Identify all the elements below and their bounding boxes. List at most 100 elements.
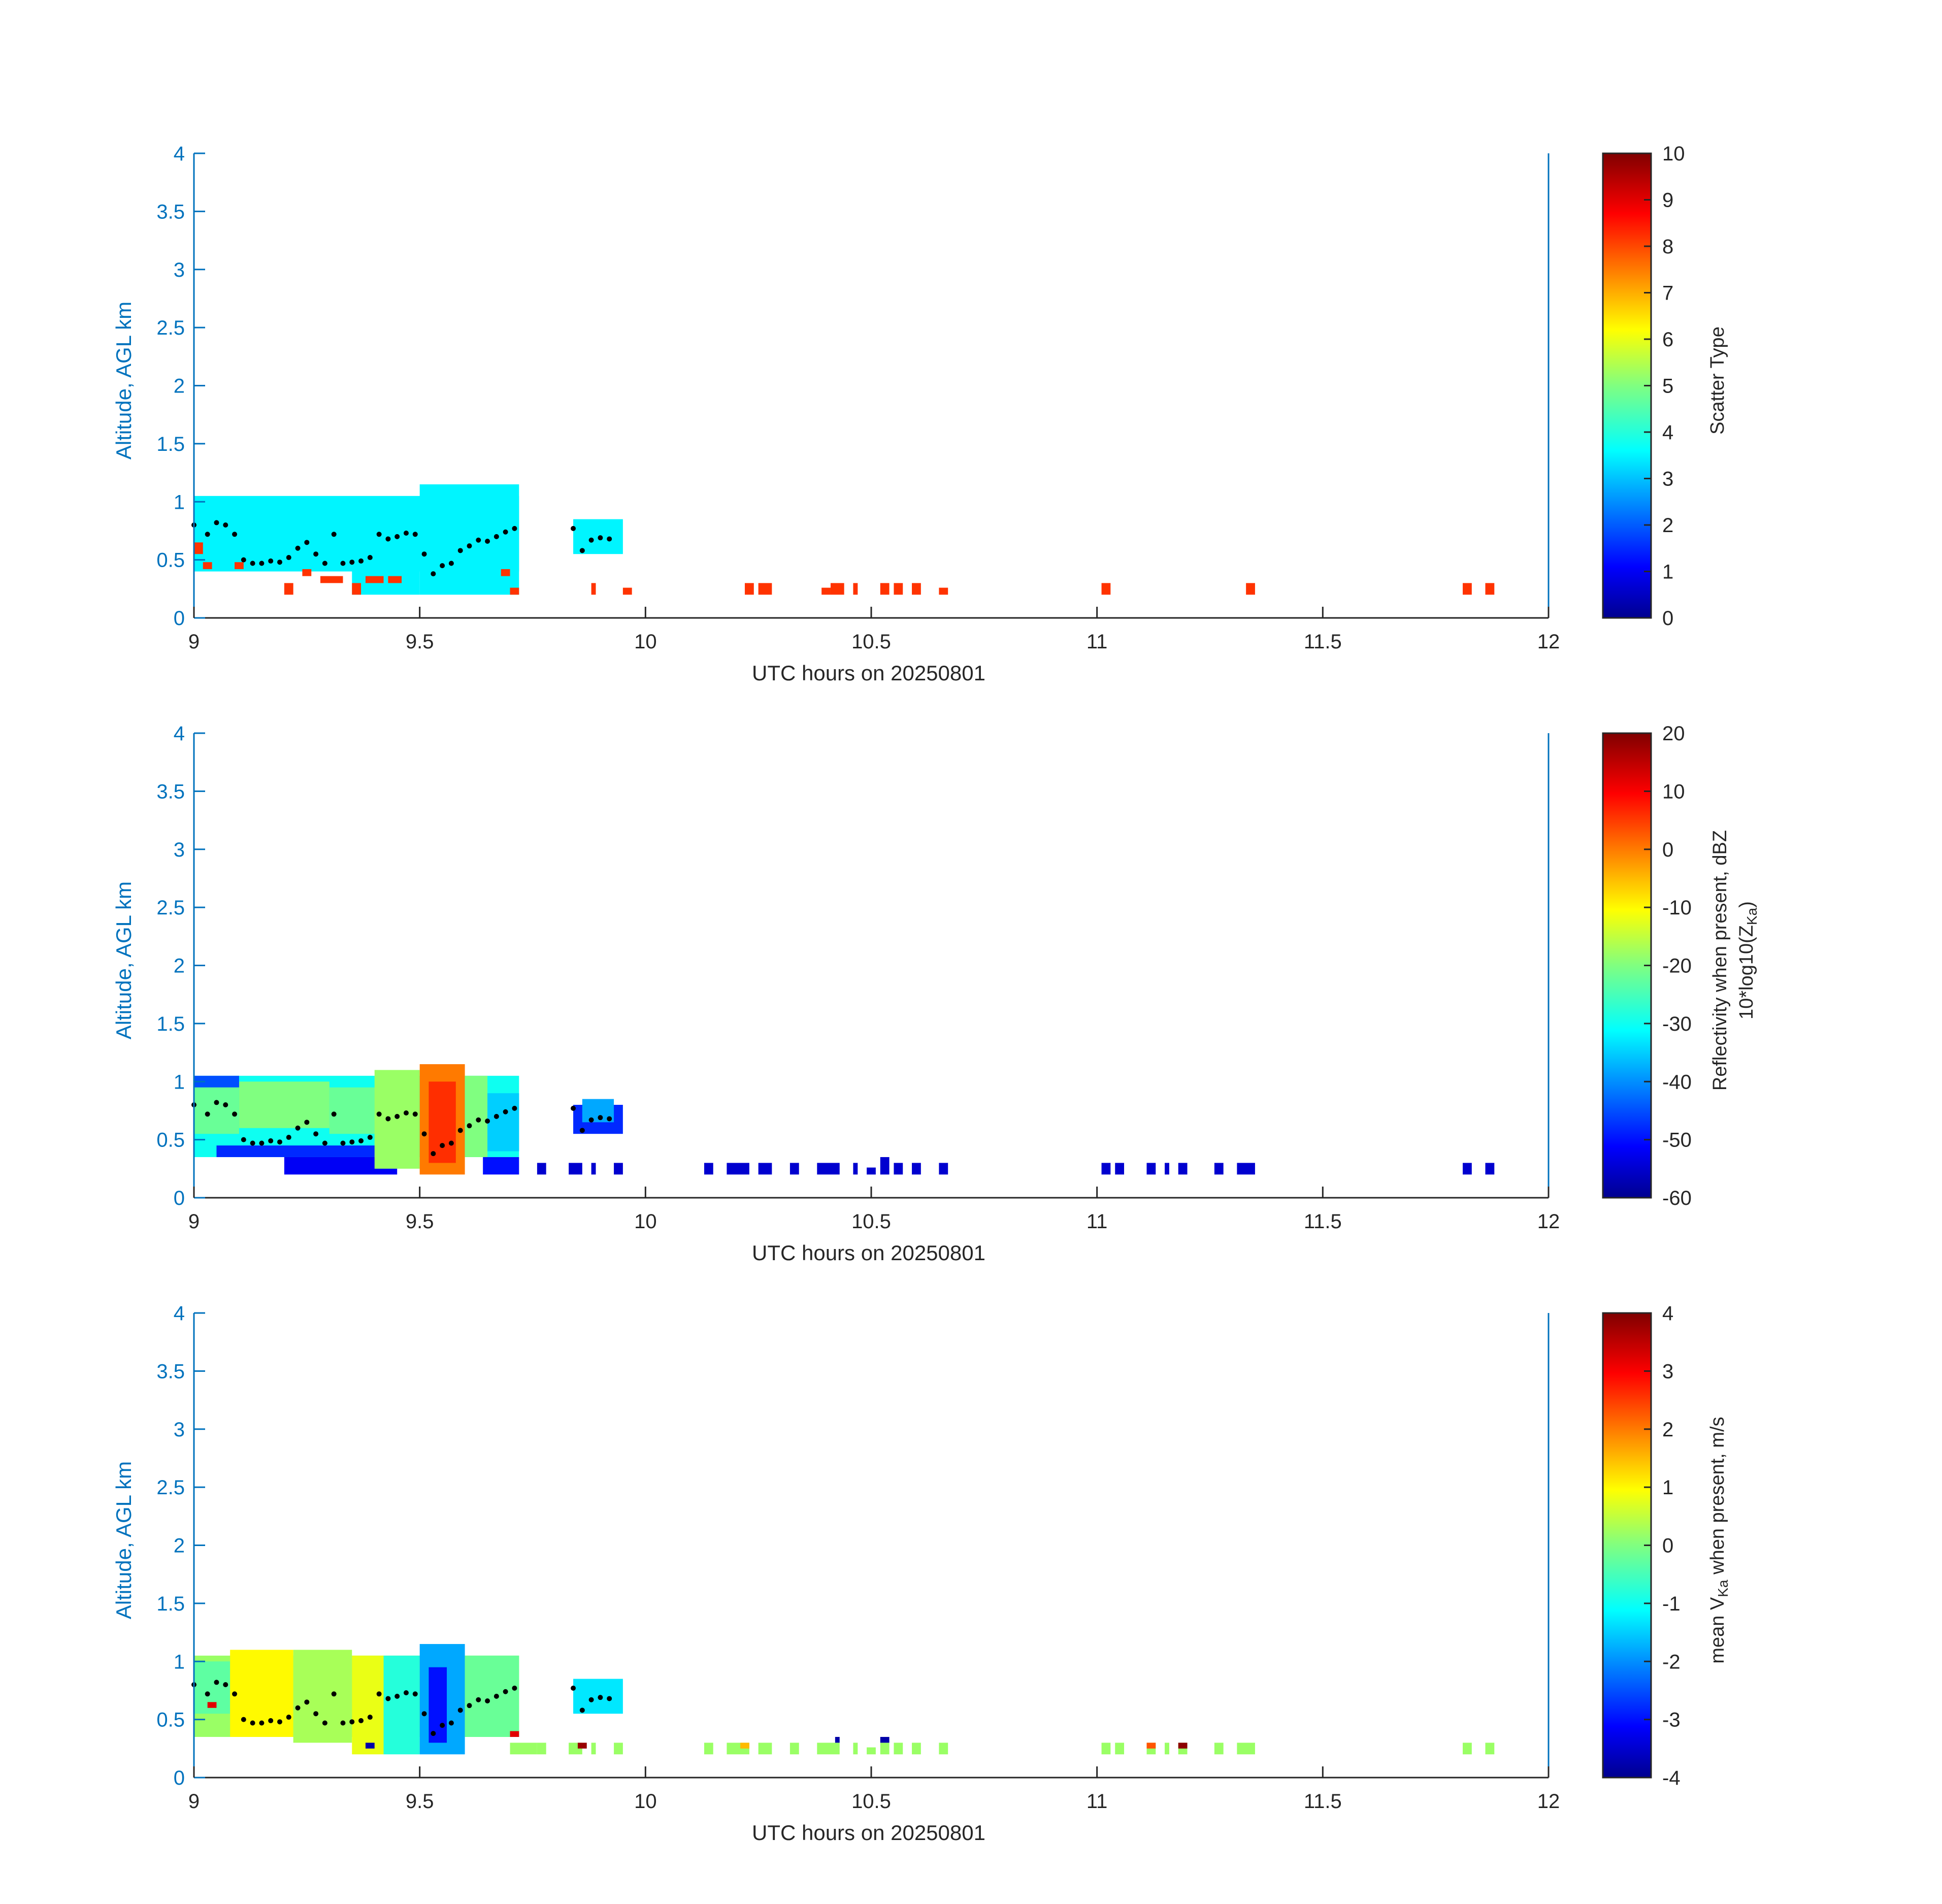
marker-point bbox=[579, 1128, 585, 1133]
y-tick-label: 3 bbox=[174, 259, 185, 281]
cloud-base-markers bbox=[191, 1100, 612, 1157]
y-tick-label: 1.5 bbox=[156, 1013, 185, 1035]
marker-point bbox=[457, 548, 463, 553]
colorbar-label: Reflectivity when present, dBZ bbox=[1709, 830, 1731, 1091]
y-tick-label: 3.5 bbox=[156, 201, 185, 223]
heatmap-cell bbox=[501, 569, 510, 576]
heatmap-cell bbox=[853, 1163, 858, 1175]
marker-point bbox=[588, 1117, 594, 1123]
heatmap-cell bbox=[429, 1667, 447, 1743]
heatmap-cell bbox=[1246, 583, 1255, 595]
heatmap-cell bbox=[320, 576, 343, 583]
marker-point bbox=[295, 545, 301, 551]
marker-point bbox=[512, 1105, 517, 1111]
marker-point bbox=[340, 1140, 346, 1146]
y-tick-label: 3.5 bbox=[156, 1360, 185, 1383]
y-tick-label: 4 bbox=[174, 1302, 185, 1325]
marker-point bbox=[313, 1711, 319, 1717]
x-axis-label: UTC hours on 20250801 bbox=[752, 1821, 985, 1845]
heatmap-cell bbox=[853, 1743, 858, 1755]
heatmap-cell bbox=[383, 1655, 420, 1755]
marker-point bbox=[412, 1111, 418, 1117]
marker-point bbox=[223, 522, 228, 528]
marker-point bbox=[376, 532, 382, 537]
heatmap-cell bbox=[614, 1743, 623, 1755]
heatmap-cell bbox=[867, 1747, 876, 1755]
marker-point bbox=[493, 534, 499, 539]
heatmap-cell bbox=[939, 1743, 948, 1755]
x-tick-label: 11.5 bbox=[1304, 631, 1342, 653]
colorbar-tick-label: 9 bbox=[1662, 189, 1673, 212]
heatmap-cell bbox=[365, 1743, 375, 1749]
heatmap-cell bbox=[614, 1163, 623, 1175]
heatmap-cell bbox=[704, 1163, 713, 1175]
marker-point bbox=[476, 1697, 481, 1702]
y-axis-label: Altitude, AGL km bbox=[112, 881, 136, 1039]
heatmap-cell bbox=[1178, 1163, 1188, 1175]
heatmap-cell bbox=[880, 1157, 890, 1175]
colorbar-tick-label: -20 bbox=[1662, 955, 1692, 977]
x-tick-label: 11 bbox=[1087, 631, 1108, 653]
marker-point bbox=[268, 558, 274, 564]
marker-point bbox=[331, 1111, 337, 1117]
x-tick-label: 10.5 bbox=[851, 631, 891, 653]
marker-point bbox=[286, 1715, 291, 1720]
heatmap-cell bbox=[1237, 1743, 1255, 1755]
x-tick-label: 9 bbox=[188, 1790, 200, 1813]
x-axis-label: UTC hours on 20250801 bbox=[752, 1241, 985, 1265]
y-tick-label: 0 bbox=[174, 607, 185, 630]
marker-point bbox=[421, 1711, 427, 1717]
marker-point bbox=[403, 531, 409, 536]
y-tick-label: 2.5 bbox=[156, 1476, 185, 1499]
marker-point bbox=[304, 1120, 310, 1125]
heatmap-cell bbox=[817, 1163, 840, 1175]
marker-point bbox=[431, 1151, 436, 1157]
colorbar-label: mean VKa when present, m/s bbox=[1707, 1417, 1731, 1663]
heatmap-cell bbox=[1115, 1743, 1125, 1755]
heatmap-cell bbox=[894, 1743, 903, 1755]
y-tick-label: 2.5 bbox=[156, 897, 185, 919]
heatmap-cell bbox=[591, 583, 596, 595]
marker-point bbox=[588, 1697, 594, 1702]
marker-point bbox=[223, 1102, 228, 1107]
marker-point bbox=[241, 557, 246, 563]
heatmap-cell bbox=[1165, 1743, 1169, 1755]
y-tick-label: 0 bbox=[174, 1767, 185, 1789]
marker-point bbox=[322, 561, 327, 566]
x-tick-label: 9.5 bbox=[406, 631, 434, 653]
marker-point bbox=[205, 532, 210, 537]
marker-point bbox=[268, 1138, 274, 1143]
marker-point bbox=[304, 1699, 310, 1705]
marker-point bbox=[376, 1111, 382, 1117]
marker-point bbox=[331, 1691, 337, 1697]
heatmap-cell bbox=[894, 1163, 903, 1175]
colorbar bbox=[1602, 1312, 1652, 1779]
marker-point bbox=[214, 1100, 219, 1105]
heatmap-cell bbox=[1146, 1163, 1156, 1175]
marker-point bbox=[598, 1115, 603, 1121]
y-tick-label: 2 bbox=[174, 955, 185, 977]
x-tick-label: 12 bbox=[1537, 1790, 1560, 1813]
colorbar-tick-label: -40 bbox=[1662, 1071, 1692, 1093]
marker-point bbox=[223, 1682, 228, 1687]
heatmap-cell bbox=[194, 542, 203, 554]
heatmap-cell bbox=[577, 1743, 587, 1749]
y-tick-label: 2 bbox=[174, 1535, 185, 1557]
marker-point bbox=[493, 1693, 499, 1699]
x-tick-label: 11.5 bbox=[1304, 1210, 1342, 1233]
marker-point bbox=[322, 1720, 327, 1726]
heatmap-cell bbox=[1101, 1163, 1111, 1175]
marker-point bbox=[322, 1140, 327, 1146]
colorbar bbox=[1602, 732, 1652, 1199]
colorbar-tick-label: -4 bbox=[1662, 1767, 1681, 1789]
heatmap-cell bbox=[510, 587, 519, 595]
heatmap-cell bbox=[1146, 1743, 1156, 1749]
colorbar-tick-label: 6 bbox=[1662, 329, 1673, 351]
marker-point bbox=[394, 534, 400, 539]
marker-point bbox=[512, 1685, 517, 1691]
heatmap-cell bbox=[912, 1163, 921, 1175]
heatmap-cells bbox=[194, 1064, 1495, 1175]
marker-point bbox=[403, 1690, 409, 1696]
heatmap-cell bbox=[1237, 1163, 1255, 1175]
